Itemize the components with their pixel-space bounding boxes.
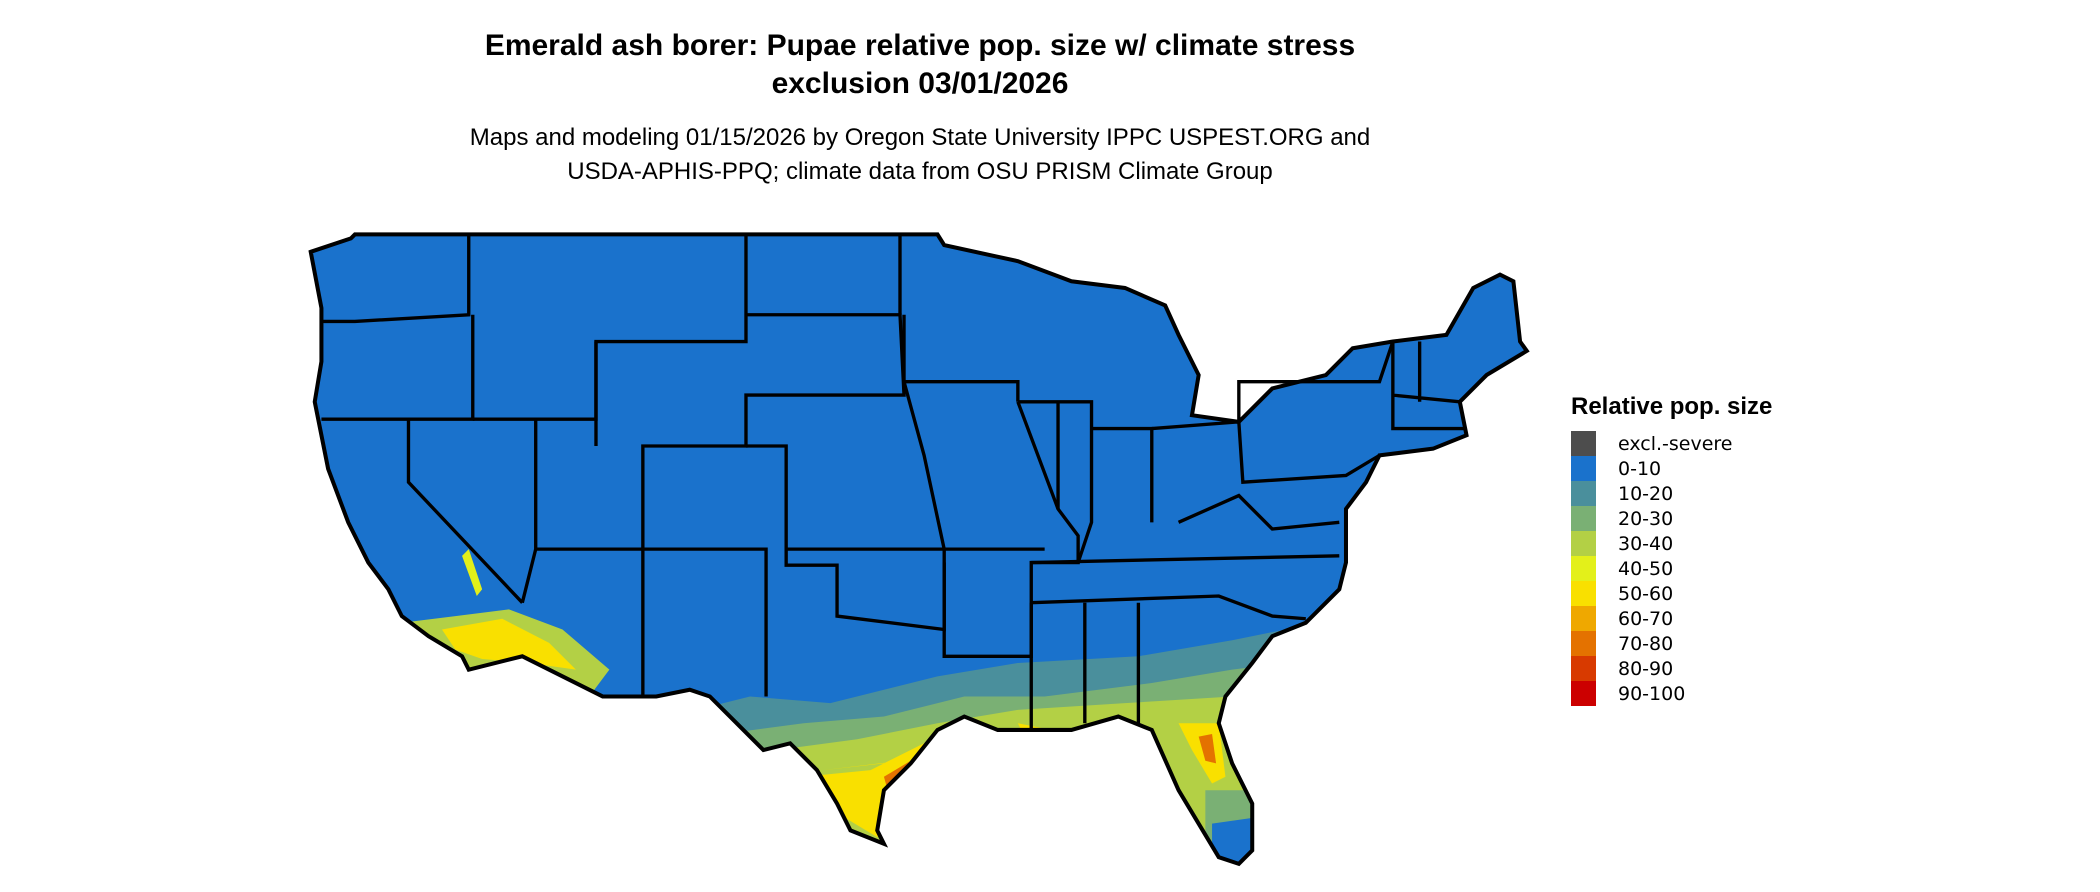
legend-label: 10-20	[1618, 482, 1674, 505]
legend-item: 30-40	[1571, 531, 1772, 556]
legend-swatch	[1571, 431, 1596, 456]
legend-swatch	[1571, 456, 1596, 481]
legend-item: 50-60	[1571, 581, 1772, 606]
legend-item: 90-100	[1571, 681, 1772, 706]
legend-swatch	[1571, 506, 1596, 531]
map-title-line1: Emerald ash borer: Pupae relative pop. s…	[484, 29, 1356, 62]
legend-swatch	[1571, 581, 1596, 606]
legend: Relative pop. size excl.-severe 0-10 10-20…	[1571, 393, 1772, 706]
legend-label: 80-90	[1618, 657, 1674, 680]
region-40-50-california	[462, 549, 483, 596]
map-subtitle-line1: Maps and modeling 01/15/2026 by Oregon S…	[469, 124, 1371, 151]
legend-item: 20-30	[1571, 506, 1772, 531]
region-70-80-florida	[1198, 733, 1217, 764]
map-title-line2: exclusion 03/01/2026	[771, 67, 1069, 100]
legend-item: 40-50	[1571, 556, 1772, 581]
legend-label: 20-30	[1618, 507, 1674, 530]
legend-label: 40-50	[1618, 557, 1674, 580]
legend-label: 70-80	[1618, 632, 1674, 655]
map-subtitle-line2: USDA-APHIS-PPQ; climate data from OSU PR…	[567, 158, 1273, 185]
state-borders	[321, 234, 1467, 730]
legend-title: Relative pop. size	[1571, 393, 1773, 420]
legend-item: 80-90	[1571, 656, 1772, 681]
legend-swatch	[1571, 656, 1596, 681]
legend-item: 60-70	[1571, 606, 1772, 631]
legend-swatch	[1571, 606, 1596, 631]
legend-item: 70-80	[1571, 631, 1772, 656]
legend-label: 0-10	[1618, 457, 1662, 480]
legend-swatch	[1571, 631, 1596, 656]
legend-item: 0-10	[1571, 456, 1772, 481]
legend-items: excl.-severe 0-10 10-20 20-30 30-40 40-50 50-6…	[1571, 431, 1772, 706]
legend-label: 50-60	[1618, 582, 1674, 605]
legend-item: excl.-severe	[1571, 431, 1772, 456]
legend-item: 10-20	[1571, 481, 1772, 506]
legend-swatch	[1571, 681, 1596, 706]
legend-label: 30-40	[1618, 532, 1674, 555]
legend-label: 60-70	[1618, 607, 1674, 630]
legend-swatch	[1571, 556, 1596, 581]
legend-label: 90-100	[1618, 682, 1686, 705]
legend-swatch	[1571, 531, 1596, 556]
region-50-60-florida	[1178, 723, 1226, 784]
legend-label: excl.-severe	[1618, 432, 1733, 455]
region-0-10	[310, 234, 1527, 864]
legend-swatch	[1571, 481, 1596, 506]
region-50-60-southwest	[441, 618, 576, 670]
